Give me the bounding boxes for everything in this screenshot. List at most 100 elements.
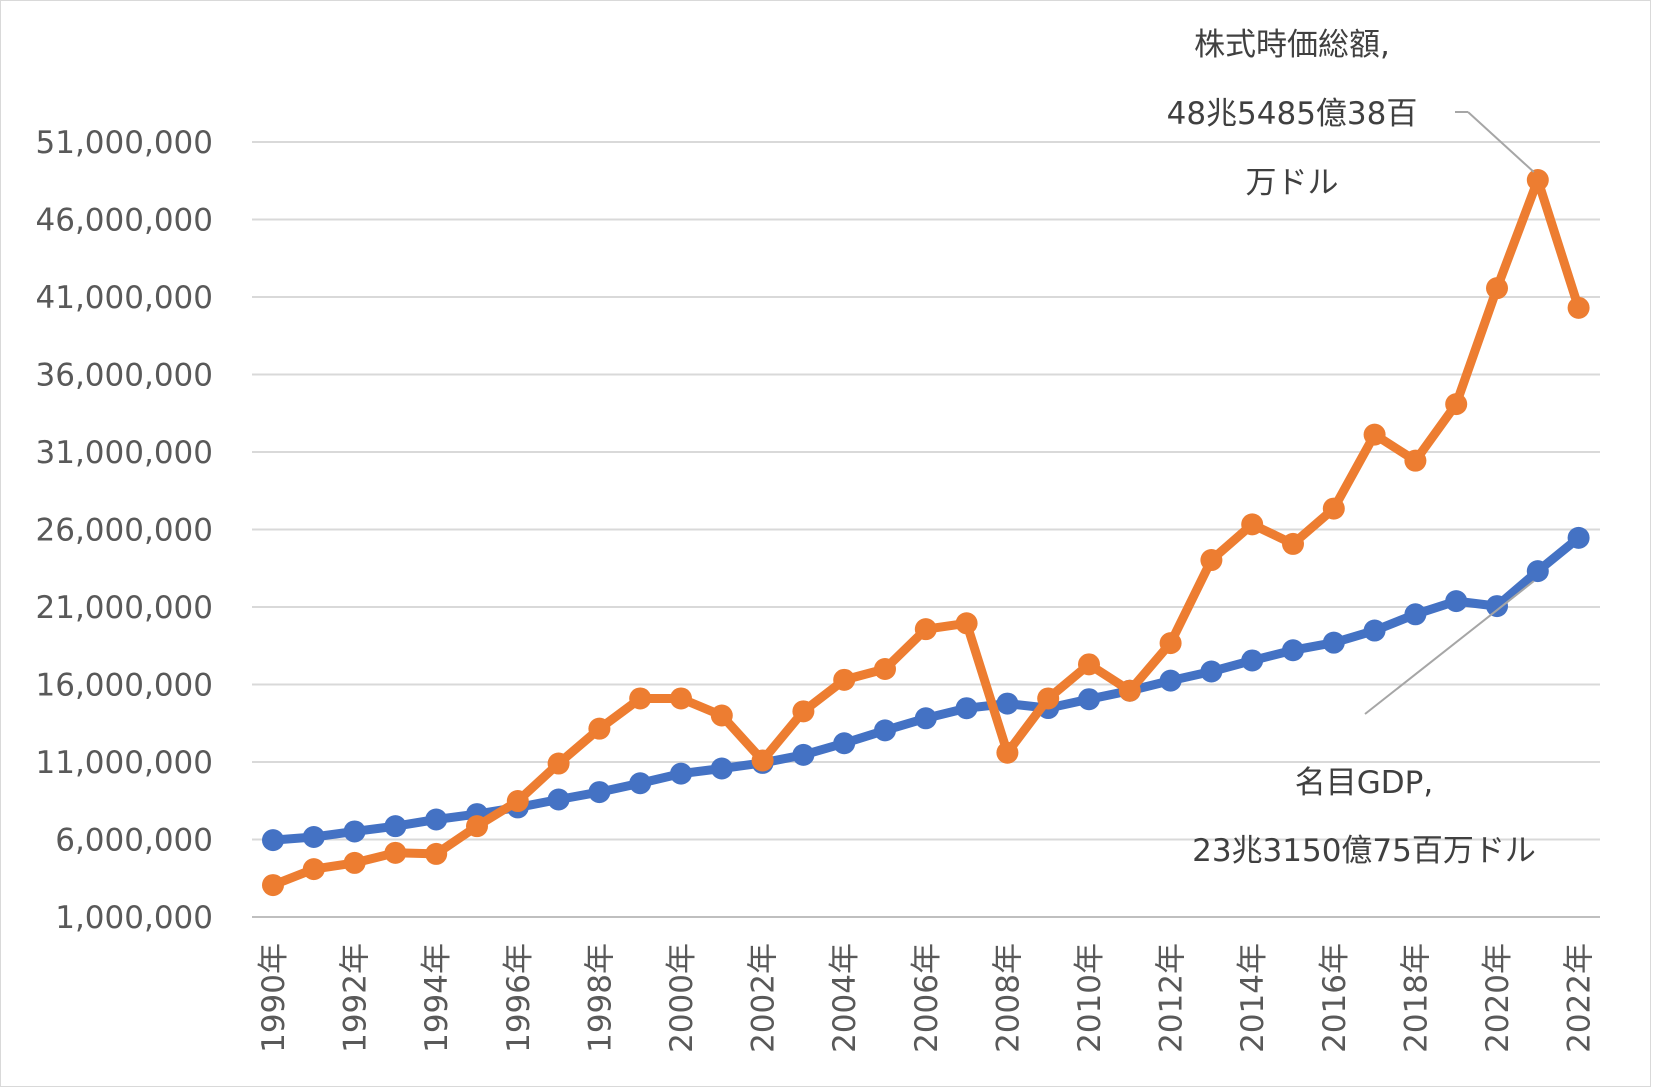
data-point <box>874 719 896 742</box>
series <box>262 168 1590 897</box>
data-point <box>506 790 529 813</box>
data-point <box>302 858 325 881</box>
gdp-annotation-line-2: 23兆3150億75百万ドル <box>1192 833 1536 869</box>
x-tick-label: 1990年 <box>256 943 292 1053</box>
data-point <box>996 741 1019 764</box>
data-point <box>1159 669 1182 692</box>
y-tick-label: 51,000,000 <box>36 125 214 161</box>
y-tick-label: 26,000,000 <box>36 513 214 549</box>
x-tick-label: 2002年 <box>746 943 782 1053</box>
data-point <box>1526 168 1549 191</box>
x-tick-label: 2012年 <box>1154 943 1190 1053</box>
data-point <box>384 841 407 864</box>
stock-annotation-line-1: 株式時価総額, <box>1194 27 1390 63</box>
data-point <box>343 820 366 843</box>
data-point <box>1282 639 1304 662</box>
data-point <box>1404 449 1427 472</box>
x-tick-label: 1996年 <box>501 943 537 1053</box>
data-point <box>1078 653 1100 676</box>
data-point <box>547 788 570 811</box>
data-point <box>1486 277 1508 300</box>
data-point <box>1241 649 1264 672</box>
y-tick-label: 36,000,000 <box>36 358 214 394</box>
data-point <box>833 732 856 755</box>
data-point <box>262 829 284 852</box>
data-point <box>343 851 366 874</box>
data-point <box>1241 513 1264 536</box>
data-point <box>996 692 1019 715</box>
y-tick-label: 11,000,000 <box>36 745 214 781</box>
data-point <box>670 762 692 785</box>
data-point <box>792 743 815 766</box>
data-point <box>547 752 570 775</box>
y-tick-label: 46,000,000 <box>36 203 214 239</box>
data-point <box>670 687 692 710</box>
data-point <box>792 700 815 723</box>
data-point <box>1445 393 1468 416</box>
data-point <box>1200 660 1223 683</box>
stock-annotation-line-2: 48兆5485億38百 <box>1167 96 1418 132</box>
y-axis: 1,000,000 6,000,000 11,000,000 16,000,000 21… <box>36 125 214 936</box>
data-point <box>751 749 774 772</box>
data-point <box>1118 679 1141 702</box>
x-tick-label: 1992年 <box>338 943 374 1053</box>
data-point <box>588 781 611 804</box>
stock-annotation-leader-line <box>1467 111 1535 173</box>
data-point <box>1322 631 1345 654</box>
data-point <box>384 815 407 838</box>
gridlines <box>252 141 1600 918</box>
data-point <box>874 658 896 680</box>
data-point <box>466 815 488 838</box>
series-gdp <box>262 526 1590 852</box>
data-point <box>914 618 937 641</box>
stock-annotation-line-3: 万ドル <box>1246 165 1339 201</box>
data-point <box>629 772 652 795</box>
x-axis: 1990年 1992年 1994年 1996年 1998年 2000年 2002年 2004年… <box>256 943 1598 1053</box>
data-point <box>914 707 937 730</box>
data-point <box>1567 296 1590 319</box>
data-point <box>710 757 733 780</box>
x-tick-label: 1994年 <box>419 943 455 1053</box>
y-tick-label: 41,000,000 <box>36 280 214 316</box>
x-tick-label: 2000年 <box>664 943 700 1053</box>
data-point <box>425 842 448 865</box>
data-point <box>955 697 978 720</box>
x-tick-label: 2004年 <box>827 943 863 1053</box>
x-tick-label: 2010年 <box>1072 943 1108 1053</box>
data-point <box>1486 595 1508 618</box>
data-point <box>1404 603 1427 626</box>
data-point <box>1363 423 1386 446</box>
data-point <box>1078 688 1100 711</box>
x-tick-label: 1998年 <box>582 943 618 1053</box>
gdp-annotation-leader-line <box>1364 580 1535 715</box>
data-point <box>1159 632 1182 655</box>
x-tick-label: 2018年 <box>1398 943 1434 1053</box>
data-point <box>1363 619 1386 642</box>
data-point <box>425 808 448 831</box>
annotations: 株式時価総額, 48兆5485億38百 万ドル 名目GDP, 23兆3150億7… <box>1167 27 1536 869</box>
x-tick-label: 2022年 <box>1562 943 1598 1053</box>
data-point <box>955 612 978 635</box>
x-tick-label: 2016年 <box>1317 943 1353 1053</box>
data-point <box>302 826 325 849</box>
x-tick-label: 2006年 <box>909 943 945 1053</box>
series-market-cap <box>262 168 1590 897</box>
x-tick-label: 2014年 <box>1235 943 1271 1053</box>
data-point <box>1282 532 1304 555</box>
data-point <box>1526 560 1549 583</box>
y-tick-label: 6,000,000 <box>55 823 213 859</box>
data-point <box>1037 687 1060 710</box>
y-tick-label: 1,000,000 <box>55 900 213 936</box>
y-tick-label: 16,000,000 <box>36 668 214 704</box>
data-point <box>1567 526 1590 549</box>
data-point <box>1200 549 1223 572</box>
data-point <box>262 874 284 897</box>
y-tick-label: 21,000,000 <box>36 590 214 626</box>
x-tick-label: 2008年 <box>990 943 1026 1053</box>
x-tick-label: 2020年 <box>1480 943 1516 1053</box>
y-tick-label: 31,000,000 <box>36 435 214 471</box>
data-point <box>1445 590 1468 613</box>
data-point <box>629 687 652 710</box>
